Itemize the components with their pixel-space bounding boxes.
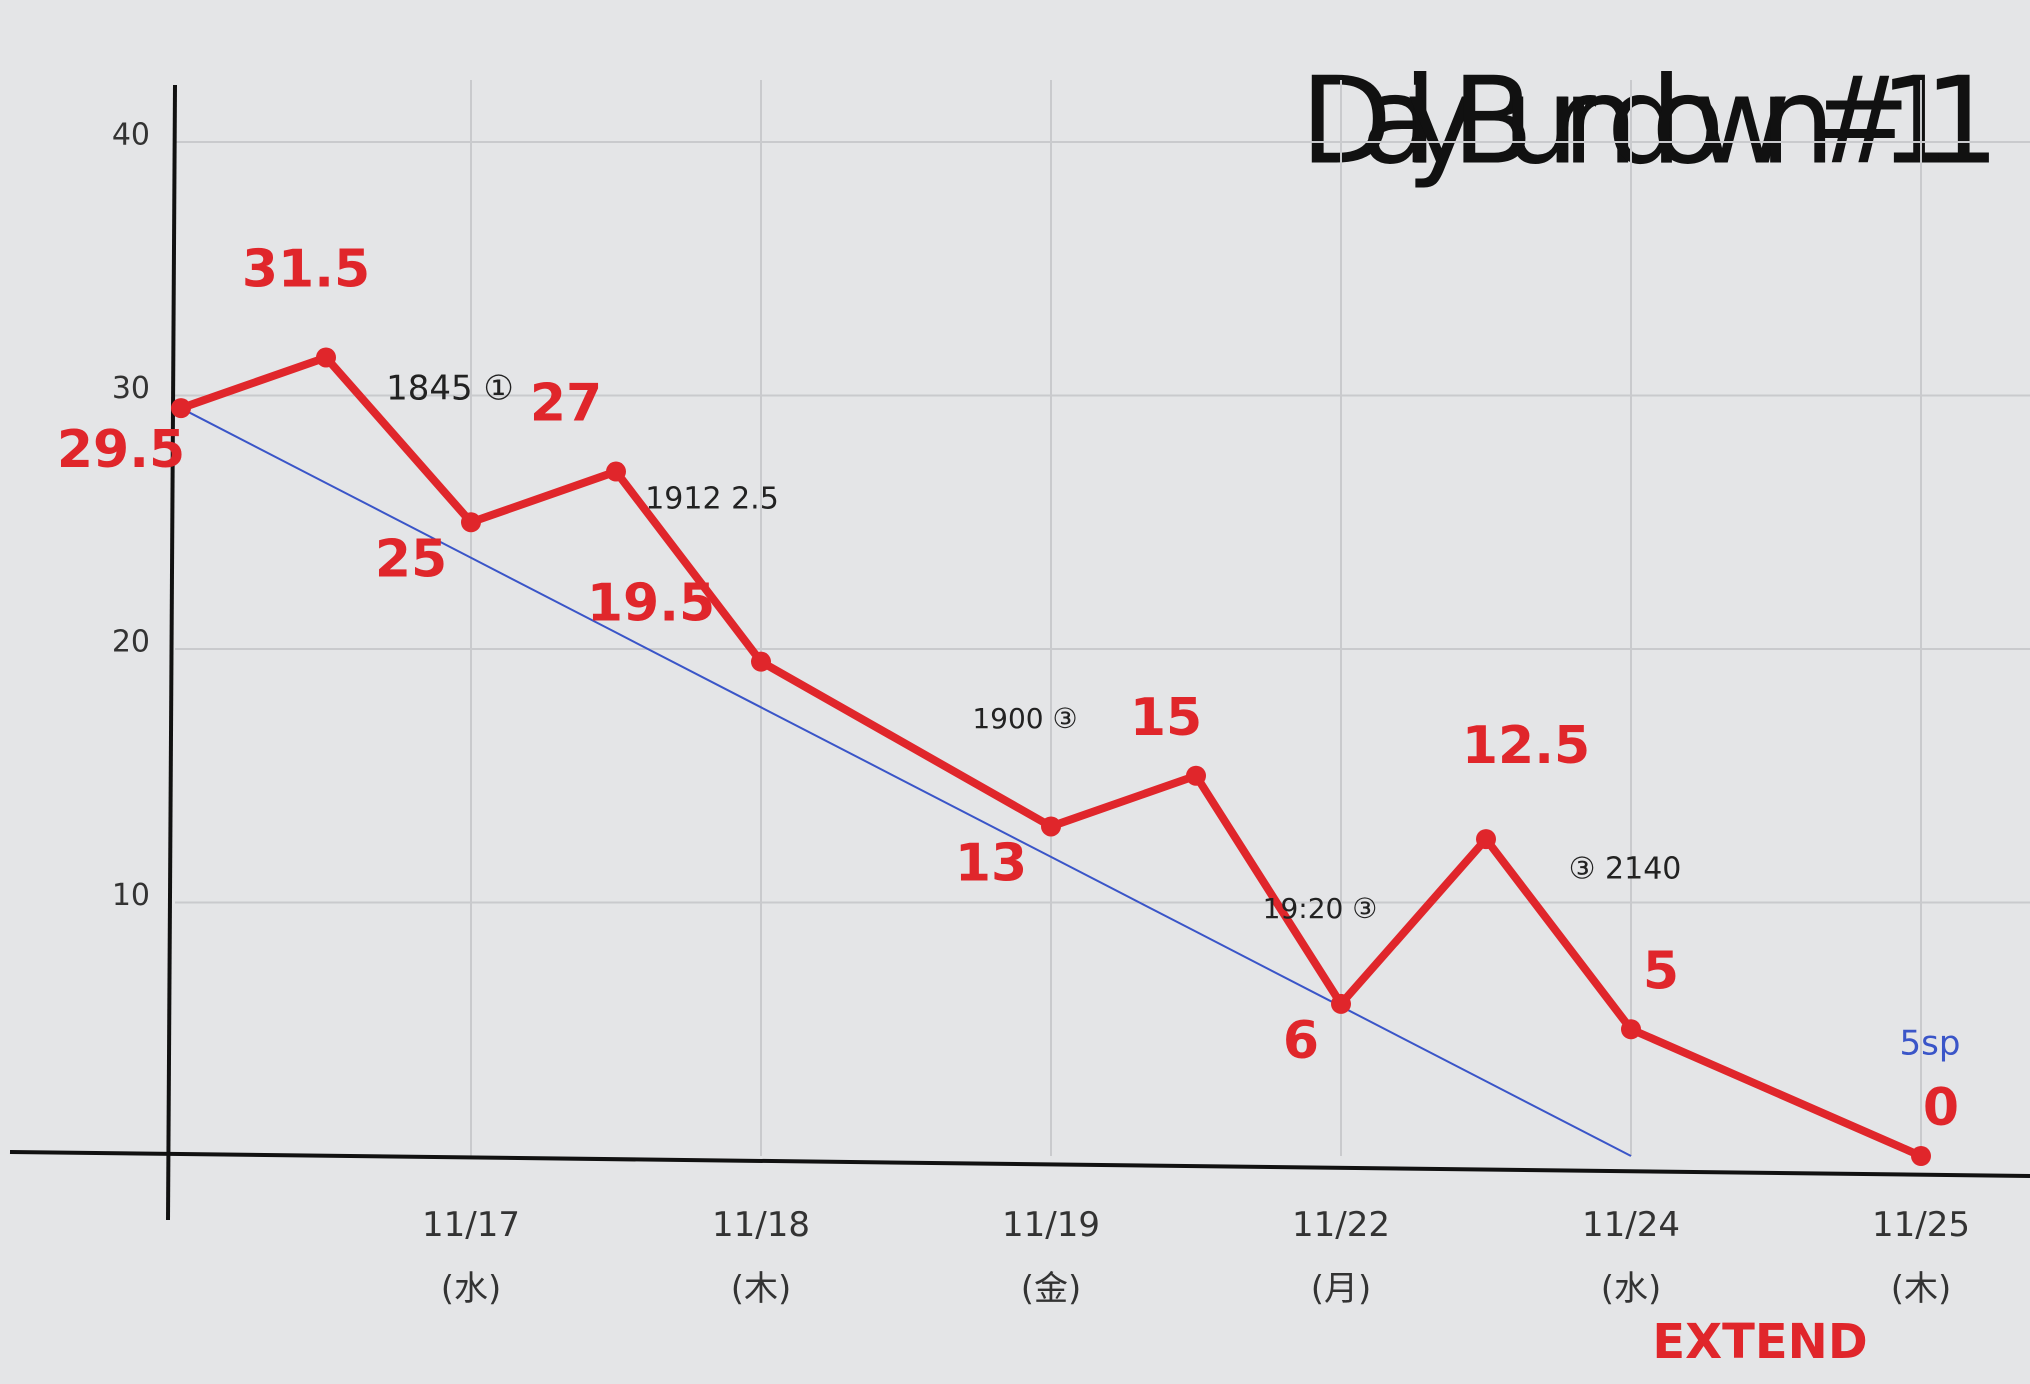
data-label: 6 — [1283, 1011, 1319, 1071]
data-label: 27 — [530, 374, 602, 434]
x-tick-label: 11/24 (水) — [1582, 1205, 1680, 1309]
y-tick-label: 30 — [112, 371, 150, 406]
annotation: 1900 ③ — [972, 702, 1077, 735]
annotation: 1912 2.5 — [645, 482, 779, 517]
data-label: 0 — [1923, 1078, 1959, 1138]
y-tick-label: 40 — [112, 118, 150, 153]
data-label: 5 — [1643, 941, 1679, 1001]
data-point — [171, 398, 191, 419]
data-point — [1621, 1019, 1641, 1040]
x-tick-label: 11/17 (水) — [422, 1205, 520, 1309]
annotation: ③ 2140 — [1569, 852, 1682, 887]
x-axis — [9, 1150, 2030, 1178]
data-point — [1331, 993, 1351, 1014]
data-point — [751, 651, 771, 672]
data-label: 13 — [955, 833, 1027, 893]
y-axis — [166, 84, 177, 1221]
chart-title: Daily Burndown #11 — [1300, 53, 2000, 192]
y-tick-label: 20 — [112, 625, 150, 660]
x-tick-label: 11/22 (月) — [1292, 1205, 1390, 1309]
data-label: 25 — [375, 529, 447, 589]
annotation: EXTEND — [1652, 1314, 1867, 1370]
annotation: 1845 ① — [386, 369, 514, 409]
data-point — [1041, 816, 1061, 837]
data-label: 31.5 — [242, 239, 370, 299]
annotation: 5sp — [1900, 1024, 1961, 1064]
annotation: 19:20 ③ — [1263, 892, 1378, 925]
data-label: 15 — [1130, 688, 1202, 748]
data-point — [461, 512, 481, 533]
x-tick-label: 11/18 (木) — [712, 1205, 810, 1309]
data-label: 19.5 — [587, 574, 715, 634]
data-point — [1476, 829, 1496, 850]
data-point — [1911, 1146, 1931, 1166]
data-point — [1186, 765, 1206, 786]
x-tick-label: 11/19 (金) — [1002, 1205, 1100, 1309]
data-label: 29.5 — [57, 420, 185, 480]
data-label: 12.5 — [1462, 716, 1590, 776]
data-point — [316, 347, 336, 368]
data-line — [180, 407, 1632, 1157]
x-tick-label: 11/25 (木) — [1872, 1205, 1970, 1309]
data-point — [606, 461, 626, 482]
y-tick-label: 10 — [112, 878, 150, 913]
